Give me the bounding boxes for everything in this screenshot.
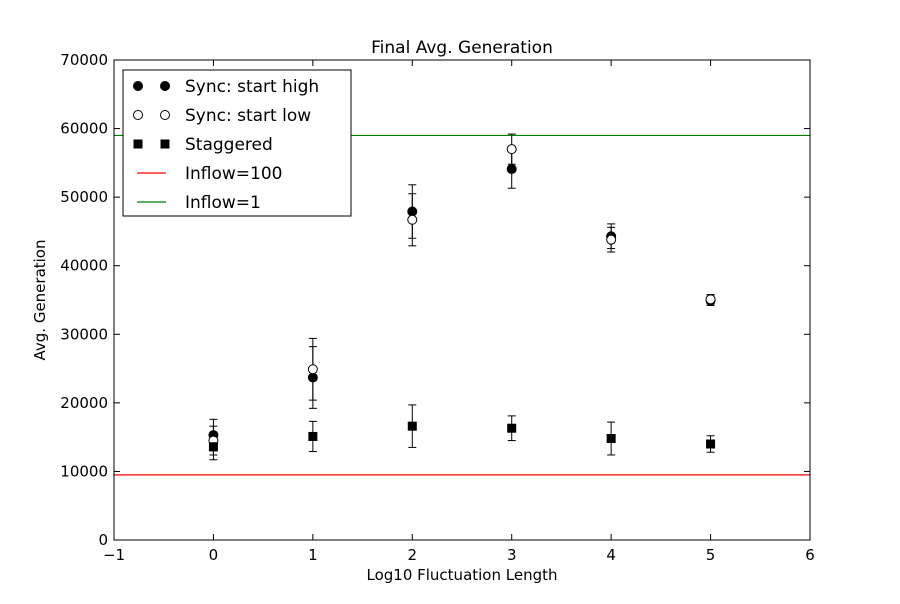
data-point: [705, 294, 716, 305]
data-point: [307, 364, 318, 375]
x-tick-label: 0: [209, 546, 219, 564]
legend-label: Inflow=1: [185, 193, 261, 213]
y-tick-label: 0: [98, 531, 108, 549]
x-tick-label: 1: [308, 546, 318, 564]
data-point: [208, 442, 218, 452]
y-tick-label: 40000: [60, 257, 108, 275]
legend-marker: [133, 110, 143, 120]
y-tick-label: 60000: [60, 120, 108, 138]
y-axis-label: Avg. Generation: [31, 240, 49, 361]
y-tick-label: 70000: [60, 51, 108, 69]
chart-title: Final Avg. Generation: [371, 38, 553, 58]
data-point: [407, 421, 417, 431]
data-markers: [208, 144, 716, 452]
x-tick-label: −1: [103, 546, 125, 564]
x-axis-label: Log10 Fluctuation Length: [366, 566, 557, 584]
plot-area-frame: [113, 59, 811, 541]
legend-label: Staggered: [185, 135, 273, 155]
legend-marker: [160, 110, 170, 120]
data-point: [307, 372, 318, 383]
data-point: [506, 144, 517, 155]
x-tick-label: 4: [606, 546, 616, 564]
legend-label: Inflow=100: [185, 164, 283, 184]
data-point: [407, 214, 418, 225]
legend-marker: [160, 81, 170, 91]
x-tick-label: 3: [507, 546, 517, 564]
y-tick-label: 10000: [60, 462, 108, 480]
data-point: [606, 234, 617, 245]
y-tick-label: 50000: [60, 188, 108, 206]
axis-ticks: −1 0 1 2 3 4 5 60100002000030000400005000060000…: [60, 51, 814, 564]
legend-label: Sync: start high: [185, 77, 319, 97]
legend-marker: [133, 81, 143, 91]
data-point: [506, 164, 517, 175]
y-tick-label: 20000: [60, 394, 108, 412]
legend-marker: [160, 139, 170, 149]
legend-marker: [133, 139, 143, 149]
legend: Sync: start high Sync: start low Staggered…: [122, 69, 352, 217]
data-point: [706, 439, 716, 449]
data-point: [308, 431, 318, 441]
data-point: [606, 434, 616, 444]
legend-label: Sync: start low: [185, 106, 311, 126]
x-tick-label: 2: [408, 546, 418, 564]
data-point: [407, 206, 418, 217]
x-tick-label: 5: [706, 546, 716, 564]
x-tick-label: 6: [805, 546, 815, 564]
data-point: [507, 423, 517, 433]
y-tick-label: 30000: [60, 325, 108, 343]
